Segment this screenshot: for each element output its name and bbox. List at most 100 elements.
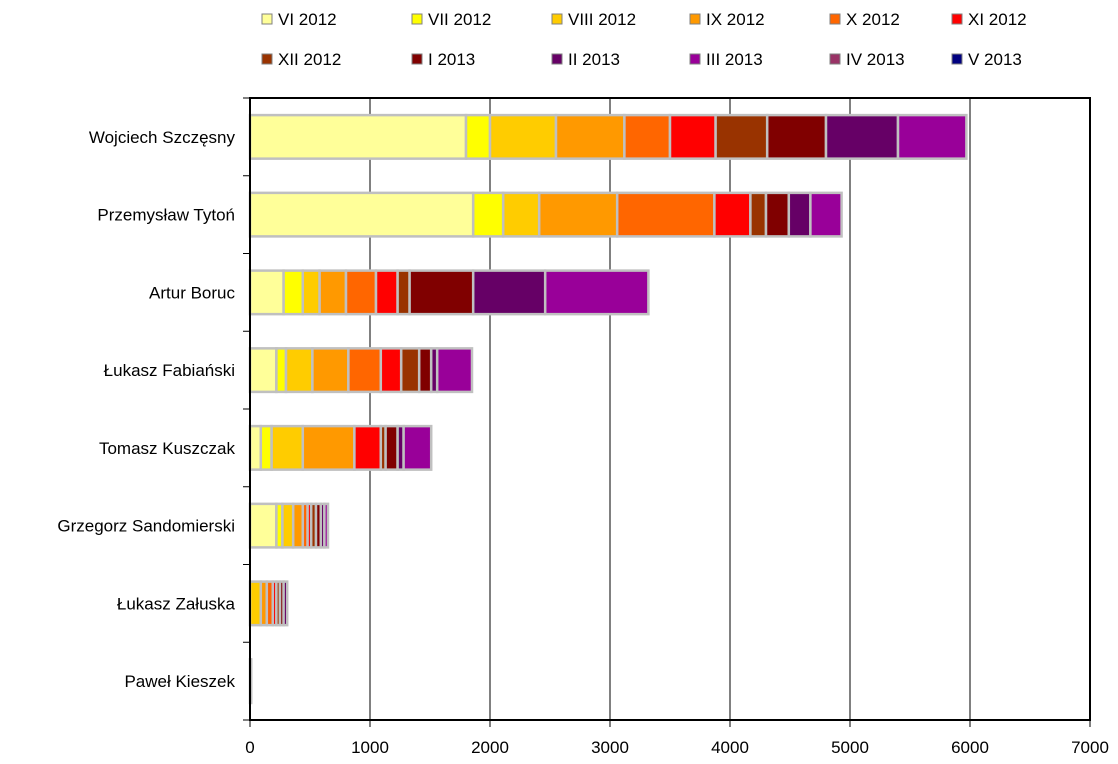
bar-segment-artur-boruc-x-2012 [344,269,378,316]
bar-lukasz-zaluska [248,580,289,627]
bar-segment-grzegorz-sandomierski-iii-2013 [323,502,330,549]
legend-swatch-vii-2012 [411,13,423,25]
bar-lukasz-fabianski [248,347,474,394]
bar-segment-przemyslaw-tyton-ii-2013 [787,191,812,238]
x-tick-label-3000: 3000 [591,738,629,757]
legend-swatch-iv-2013 [829,53,841,65]
legend-item-xii-2012: XII 2012 [261,50,341,69]
bar-segment-artur-boruc-ix-2012 [318,269,348,316]
legend-label-xii-2012: XII 2012 [278,50,341,69]
bar-segment-lukasz-fabianski-iii-2013 [435,347,474,394]
legend-label-iii-2013: III 2013 [706,50,763,69]
bar-segment-wojciech-szczesny-ii-2013 [824,113,900,160]
legend-label-ii-2013: II 2013 [568,50,620,69]
plot-area: Wojciech Szczęsny Przemysław Tytoń Artur B… [57,97,1109,757]
legend-swatch-vi-2012 [261,13,273,25]
bar-segment-lukasz-zaluska-viii-2012 [248,580,263,627]
bar-segment-tomasz-kuszczak-iii-2013 [402,424,433,471]
category-label-grzegorz-sandomierski: Grzegorz Sandomierski [57,517,235,536]
bar-segment-lukasz-fabianski-ix-2012 [311,347,350,394]
bar-segment-lukasz-zaluska-ii-2013 [282,580,289,627]
category-label-lukasz-fabianski: Łukasz Fabiański [104,361,235,380]
legend-item-viii-2012: VIII 2012 [551,10,636,29]
bar-segment-artur-boruc-vi-2012 [248,269,285,316]
legend-swatch-iii-2013 [689,53,701,65]
bar-segment-grzegorz-sandomierski-viii-2012 [281,502,295,549]
legend-label-x-2012: X 2012 [846,10,900,29]
legend-swatch-ix-2012 [689,13,701,25]
bar-segment-przemyslaw-tyton-i-2013 [764,191,791,238]
x-tick-label-7000: 7000 [1071,738,1109,757]
legend-swatch-xii-2012 [261,53,273,65]
bar-segment-lukasz-fabianski-xi-2012 [379,347,403,394]
bar-segment-przemyslaw-tyton-xi-2012 [713,191,752,238]
x-tick-label-6000: 6000 [951,738,989,757]
bar-segment-artur-boruc-vii-2012 [282,269,305,316]
bar-segment-artur-boruc-i-2013 [408,269,475,316]
x-tick-label-5000: 5000 [831,738,869,757]
bar-segment-wojciech-szczesny-vi-2012 [248,113,468,160]
legend-item-xi-2012: XI 2012 [951,10,1027,29]
bar-segment-lukasz-fabianski-i-2013 [417,347,433,394]
legend-swatch-ii-2013 [551,53,563,65]
bar-segment-lukasz-fabianski-vi-2012 [248,347,278,394]
x-tick-label-4000: 4000 [711,738,749,757]
legend-swatch-x-2012 [829,13,841,25]
bar-grzegorz-sandomierski [248,502,330,549]
category-label-przemyslaw-tyton: Przemysław Tytoń [97,206,235,225]
legend-label-viii-2012: VIII 2012 [568,10,636,29]
legend-item-iv-2013: IV 2013 [829,50,905,69]
bar-segment-tomasz-kuszczak-ix-2012 [301,424,356,471]
bar-segment-wojciech-szczesny-iii-2013 [896,113,968,160]
bar-segment-lukasz-fabianski-vii-2012 [275,347,288,394]
bar-segment-artur-boruc-xii-2012 [396,269,411,316]
bar-segment-wojciech-szczesny-ix-2012 [554,113,626,160]
legend: VI 2012 VII 2012 VIII 2012 IX 2012 X 2012 XI … [261,10,1027,69]
bar-segment-wojciech-szczesny-xi-2012 [668,113,717,160]
bar-segment-wojciech-szczesny-vii-2012 [464,113,492,160]
category-label-wojciech-szczesny: Wojciech Szczęsny [89,128,236,147]
bar-segment-tomasz-kuszczak-vi-2012 [248,424,263,471]
bar-artur-boruc [248,269,650,316]
bar-wojciech-szczesny [248,113,968,160]
bar-segment-lukasz-fabianski-x-2012 [347,347,383,394]
bar-segment-przemyslaw-tyton-x-2012 [615,191,716,238]
legend-label-xi-2012: XI 2012 [968,10,1027,29]
plot-background [250,98,1090,720]
legend-label-vi-2012: VI 2012 [278,10,337,29]
legend-item-ii-2013: II 2013 [551,50,620,69]
category-label-pawel-kieszek: Paweł Kieszek [124,672,235,691]
bar-segment-tomasz-kuszczak-xi-2012 [353,424,383,471]
bar-segment-artur-boruc-viii-2012 [301,269,321,316]
bar-tomasz-kuszczak [248,424,433,471]
category-label-lukasz-zaluska: Łukasz Załuska [117,594,236,613]
legend-item-x-2012: X 2012 [829,10,900,29]
legend-swatch-v-2013 [951,53,963,65]
bar-segment-artur-boruc-xi-2012 [374,269,399,316]
legend-swatch-i-2013 [411,53,423,65]
legend-swatch-xi-2012 [951,13,963,25]
bar-segment-przemyslaw-tyton-viii-2012 [501,191,541,238]
bar-segment-tomasz-kuszczak-i-2013 [384,424,399,471]
bar-segment-grzegorz-sandomierski-vi-2012 [248,502,278,549]
legend-swatch-viii-2012 [551,13,563,25]
bar-segment-przemyslaw-tyton-ix-2012 [537,191,619,238]
legend-label-ix-2012: IX 2012 [706,10,765,29]
bar-przemyslaw-tyton [248,191,843,238]
bar-segment-artur-boruc-ii-2013 [471,269,547,316]
legend-label-iv-2013: IV 2013 [846,50,905,69]
bar-segment-lukasz-fabianski-viii-2012 [284,347,314,394]
bar-segment-tomasz-kuszczak-vii-2012 [259,424,273,471]
legend-item-iii-2013: III 2013 [689,50,763,69]
legend-label-vii-2012: VII 2012 [428,10,491,29]
legend-item-v-2013: V 2013 [951,50,1022,69]
legend-label-i-2013: I 2013 [428,50,475,69]
legend-item-ix-2012: IX 2012 [689,10,765,29]
legend-item-i-2013: I 2013 [411,50,475,69]
legend-item-vii-2012: VII 2012 [411,10,491,29]
bar-segment-artur-boruc-iii-2013 [543,269,650,316]
category-label-tomasz-kuszczak: Tomasz Kuszczak [99,439,236,458]
bar-segment-lukasz-fabianski-xii-2012 [399,347,421,394]
